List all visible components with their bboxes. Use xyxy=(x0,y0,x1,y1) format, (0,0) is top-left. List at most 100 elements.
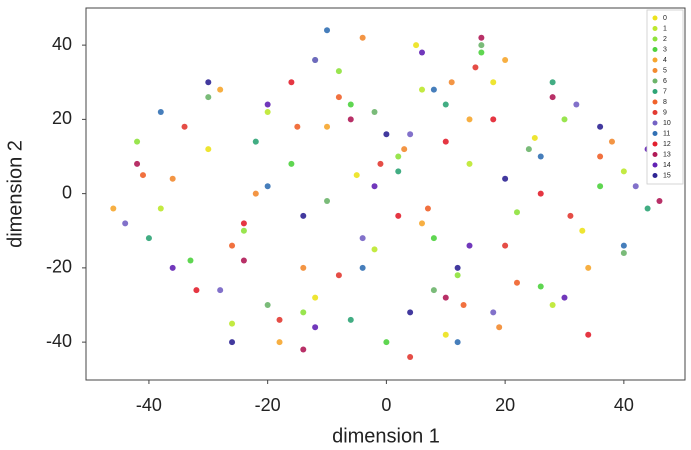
point xyxy=(597,123,604,130)
point xyxy=(537,153,544,160)
point xyxy=(205,94,212,101)
point xyxy=(229,320,236,327)
legend-label: 3 xyxy=(663,46,667,53)
legend-marker xyxy=(652,152,658,157)
point xyxy=(300,346,307,353)
point xyxy=(134,138,141,145)
point xyxy=(312,324,319,331)
point xyxy=(413,42,420,49)
point xyxy=(579,227,586,234)
point xyxy=(531,134,538,141)
point xyxy=(472,64,479,71)
legend-label: 7 xyxy=(663,88,667,95)
legend-label: 0 xyxy=(663,15,667,22)
legend-label: 13 xyxy=(663,151,671,158)
x-tick-label: 0 xyxy=(381,395,391,415)
point xyxy=(252,190,259,197)
point xyxy=(597,183,604,190)
point xyxy=(466,116,473,123)
x-axis-label: dimension 1 xyxy=(332,425,440,447)
point xyxy=(252,138,259,145)
point xyxy=(567,212,574,219)
point xyxy=(145,235,152,242)
x-tick-label: 40 xyxy=(614,395,634,415)
point xyxy=(502,56,509,63)
legend-label: 2 xyxy=(663,36,667,43)
point xyxy=(502,242,509,249)
point xyxy=(169,264,176,271)
point xyxy=(502,175,509,182)
legend-marker xyxy=(652,141,658,147)
legend-marker xyxy=(652,131,658,136)
legend-marker xyxy=(652,47,658,52)
point xyxy=(549,79,556,86)
point xyxy=(442,101,449,108)
x-tick-label: -40 xyxy=(136,395,162,415)
point xyxy=(324,123,331,130)
point xyxy=(312,294,319,301)
point xyxy=(490,116,497,123)
point xyxy=(478,49,485,56)
point xyxy=(347,116,354,123)
point xyxy=(229,242,236,249)
point xyxy=(561,116,568,123)
legend-marker xyxy=(652,26,658,31)
point xyxy=(466,242,473,249)
point xyxy=(537,190,544,197)
point xyxy=(359,34,366,41)
point xyxy=(419,86,426,93)
x-tick-label: 20 xyxy=(495,395,515,415)
point xyxy=(324,27,331,34)
legend-label: 4 xyxy=(663,57,667,64)
legend-marker xyxy=(652,89,658,94)
point xyxy=(359,264,366,271)
y-tick-label: -40 xyxy=(46,331,72,351)
point xyxy=(264,183,271,190)
point xyxy=(478,34,485,41)
point xyxy=(632,183,639,190)
point xyxy=(395,212,402,219)
point xyxy=(335,272,342,279)
legend-label: 14 xyxy=(663,162,671,169)
point xyxy=(347,101,354,108)
legend-marker xyxy=(652,15,658,21)
point xyxy=(442,331,449,338)
plot-frame xyxy=(85,7,686,381)
point xyxy=(312,56,319,63)
point xyxy=(656,198,663,205)
legend-marker xyxy=(652,36,658,42)
point xyxy=(537,283,544,290)
point xyxy=(490,309,497,316)
point xyxy=(205,146,212,153)
point xyxy=(454,272,461,279)
point xyxy=(513,279,520,286)
point xyxy=(561,294,568,301)
point xyxy=(300,309,307,316)
legend-marker xyxy=(652,162,658,168)
point xyxy=(359,235,366,242)
point xyxy=(240,227,247,234)
point xyxy=(644,205,651,212)
point xyxy=(134,160,141,167)
legend-marker xyxy=(652,99,658,105)
point xyxy=(371,108,378,115)
point xyxy=(419,220,426,227)
legend-marker xyxy=(652,120,658,126)
point xyxy=(442,294,449,301)
point xyxy=(169,175,176,182)
y-axis-label: dimension 2 xyxy=(4,140,26,248)
y-tick-label: -20 xyxy=(46,257,72,277)
y-tick-label: 20 xyxy=(52,108,72,128)
point xyxy=(122,220,129,227)
point xyxy=(335,94,342,101)
point xyxy=(205,79,212,86)
legend-label: 15 xyxy=(663,172,671,179)
y-tick-label: 0 xyxy=(62,182,72,202)
legend-label: 11 xyxy=(663,130,670,137)
point xyxy=(466,160,473,167)
point xyxy=(187,257,194,264)
point xyxy=(620,168,627,175)
legend-label: 5 xyxy=(663,67,667,74)
point xyxy=(424,205,431,212)
point xyxy=(276,339,283,346)
